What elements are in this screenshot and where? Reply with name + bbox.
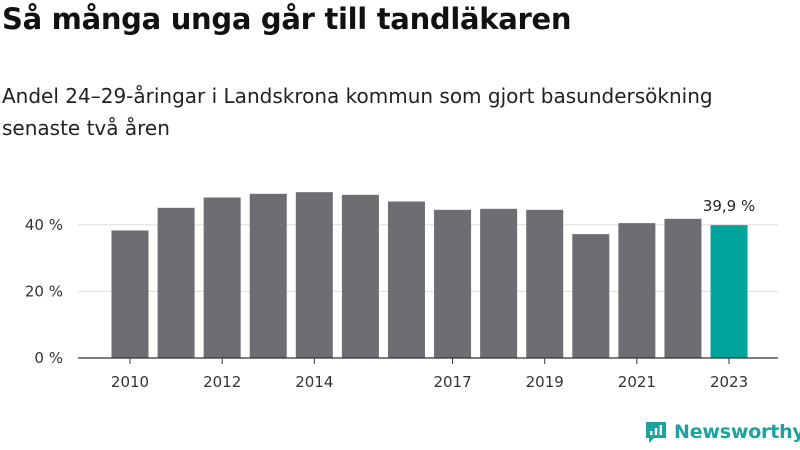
data-label: 39,9 % [703, 197, 755, 215]
x-tick-label: 2010 [111, 373, 149, 391]
bar-2023 [710, 225, 748, 358]
bar-2018 [480, 208, 518, 358]
x-tick-label: 2012 [203, 373, 241, 391]
bar-2012 [203, 197, 241, 358]
bar-2019 [526, 209, 564, 358]
bar-2020 [572, 234, 610, 358]
bar-2022 [664, 218, 702, 358]
chart-subtitle: Andel 24–29-åringar i Landskrona kommun … [2, 84, 713, 140]
bar-2017 [434, 209, 472, 358]
bar-2011 [157, 207, 195, 358]
bar-2016 [387, 201, 425, 358]
x-tick-label: 2021 [618, 373, 656, 391]
bar-2010 [111, 230, 149, 358]
x-tick-label: 2017 [433, 373, 471, 391]
x-tick-label: 2014 [295, 373, 333, 391]
bar-2015 [341, 194, 379, 358]
bar-2021 [618, 223, 656, 358]
newsworthy-logo: Newsworthy [644, 420, 800, 444]
x-tick-label: 2019 [526, 373, 564, 391]
bar-2014 [295, 192, 333, 358]
y-tick-label: 0 % [34, 349, 63, 367]
bar-2013 [249, 193, 287, 358]
chart-title: Så många unga går till tandläkaren [2, 2, 572, 36]
y-tick-label: 40 % [25, 216, 63, 234]
x-tick-label: 2023 [710, 373, 748, 391]
brand-name: Newsworthy [674, 421, 800, 443]
newsworthy-logo-icon [646, 422, 666, 443]
y-tick-label: 20 % [25, 282, 63, 300]
